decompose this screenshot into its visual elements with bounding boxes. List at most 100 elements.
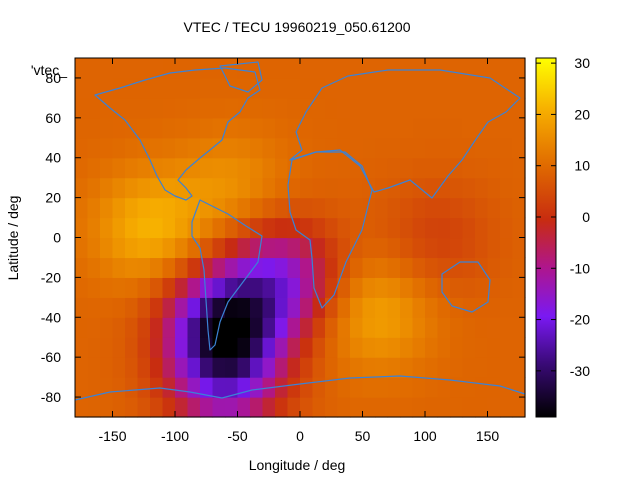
y-tick-label: 40 [45, 150, 61, 166]
heatmap-cell [387, 277, 401, 298]
heatmap-cell [200, 77, 214, 99]
heatmap-cell [175, 197, 189, 219]
heatmap-cell [175, 257, 189, 278]
heatmap-cell [137, 317, 151, 338]
heatmap-cell [262, 97, 276, 119]
heatmap-cell [187, 137, 201, 159]
heatmap-cell [100, 237, 114, 259]
heatmap-cell [362, 58, 376, 79]
heatmap-cell [125, 97, 139, 119]
heatmap-cell [87, 157, 101, 179]
heatmap-cell [300, 297, 314, 318]
heatmap-cell [350, 197, 364, 219]
heatmap-cell [150, 177, 164, 199]
heatmap-cell [100, 97, 114, 119]
heatmap-cell [412, 117, 426, 139]
heatmap-cell [237, 197, 251, 219]
y-tick-label: 20 [45, 190, 61, 206]
heatmap-cell [387, 197, 401, 219]
heatmap-cell [475, 137, 489, 159]
heatmap-cell [112, 157, 126, 179]
heatmap-cell [275, 177, 289, 199]
heatmap-cell [362, 357, 376, 378]
heatmap-cell [262, 317, 276, 338]
heatmap-cell [162, 297, 176, 318]
heatmap-cell [337, 177, 351, 199]
heatmap-cell [175, 237, 189, 259]
heatmap-cell [487, 317, 501, 338]
colorbar: 30 20 10 0 -10 -20 -30 [535, 55, 590, 418]
heatmap-cell [250, 217, 264, 239]
heatmap-cell [212, 117, 226, 139]
heatmap-cell [237, 137, 251, 159]
heatmap-cell [350, 177, 364, 199]
heatmap-cell [500, 337, 514, 358]
heatmap-cell [225, 237, 239, 259]
heatmap-cell [350, 317, 364, 338]
heatmap-cell [87, 137, 101, 159]
heatmap-cell [212, 237, 226, 259]
heatmap-cell [400, 317, 414, 338]
heatmap-cell [300, 257, 314, 278]
heatmap-cell [112, 277, 126, 298]
heatmap-cell [275, 397, 289, 418]
heatmap-cell [150, 357, 164, 378]
heatmap-cell [462, 58, 476, 79]
heatmap-cell [475, 197, 489, 219]
heatmap-cell [100, 277, 114, 298]
heatmap-cell [500, 237, 514, 259]
heatmap-cell [150, 257, 164, 278]
heatmap-cell [250, 297, 264, 318]
heatmap-cell [100, 77, 114, 99]
heatmap-cell [200, 137, 214, 159]
heatmap-cell [187, 277, 201, 298]
heatmap-cell [312, 297, 326, 318]
heatmap-cell [475, 177, 489, 199]
heatmap-cell [500, 117, 514, 139]
heatmap-cell [112, 197, 126, 219]
heatmap-cell [487, 397, 501, 418]
heatmap-cell [150, 58, 164, 79]
heatmap-cell [237, 237, 251, 259]
heatmap-cell [512, 58, 526, 79]
heatmap-cell [187, 117, 201, 139]
heatmap-cell [487, 177, 501, 199]
heatmap-cell [500, 357, 514, 378]
heatmap-cell [437, 177, 451, 199]
heatmap-cell [162, 257, 176, 278]
heatmap-cell [437, 97, 451, 119]
heatmap-cell [275, 257, 289, 278]
heatmap-cell [350, 377, 364, 398]
heatmap-cell [437, 157, 451, 179]
heatmap-cell [362, 157, 376, 179]
heatmap-cell [175, 217, 189, 239]
heatmap-cell [75, 217, 89, 239]
y-tick-label: 60 [45, 110, 61, 126]
heatmap-cell [400, 397, 414, 418]
heatmap-cell [175, 177, 189, 199]
x-tick-label: 100 [413, 428, 437, 444]
heatmap-cell [175, 157, 189, 179]
heatmap-cell [462, 97, 476, 119]
heatmap-cell [175, 137, 189, 159]
heatmap-cell [512, 257, 526, 278]
heatmap-cell [300, 197, 314, 219]
heatmap-cell [225, 357, 239, 378]
heatmap-cell [312, 58, 326, 79]
heatmap-cell [462, 117, 476, 139]
heatmap-cell [387, 237, 401, 259]
heatmap-cell [337, 377, 351, 398]
heatmap-cell [262, 77, 276, 99]
heatmap-cell [350, 117, 364, 139]
heatmap-cell [337, 297, 351, 318]
heatmap-cell [250, 357, 264, 378]
heatmap-cell [437, 77, 451, 99]
heatmap-cell [200, 277, 214, 298]
heatmap-cell [212, 277, 226, 298]
heatmap-cell [275, 197, 289, 219]
heatmap-cell [500, 137, 514, 159]
heatmap-cell [262, 357, 276, 378]
heatmap-cell [487, 377, 501, 398]
heatmap-cell [212, 397, 226, 418]
heatmap-cell [462, 177, 476, 199]
